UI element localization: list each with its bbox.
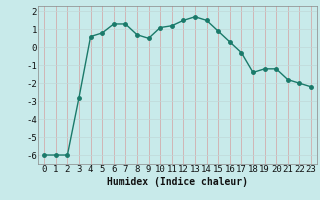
X-axis label: Humidex (Indice chaleur): Humidex (Indice chaleur) <box>107 177 248 187</box>
